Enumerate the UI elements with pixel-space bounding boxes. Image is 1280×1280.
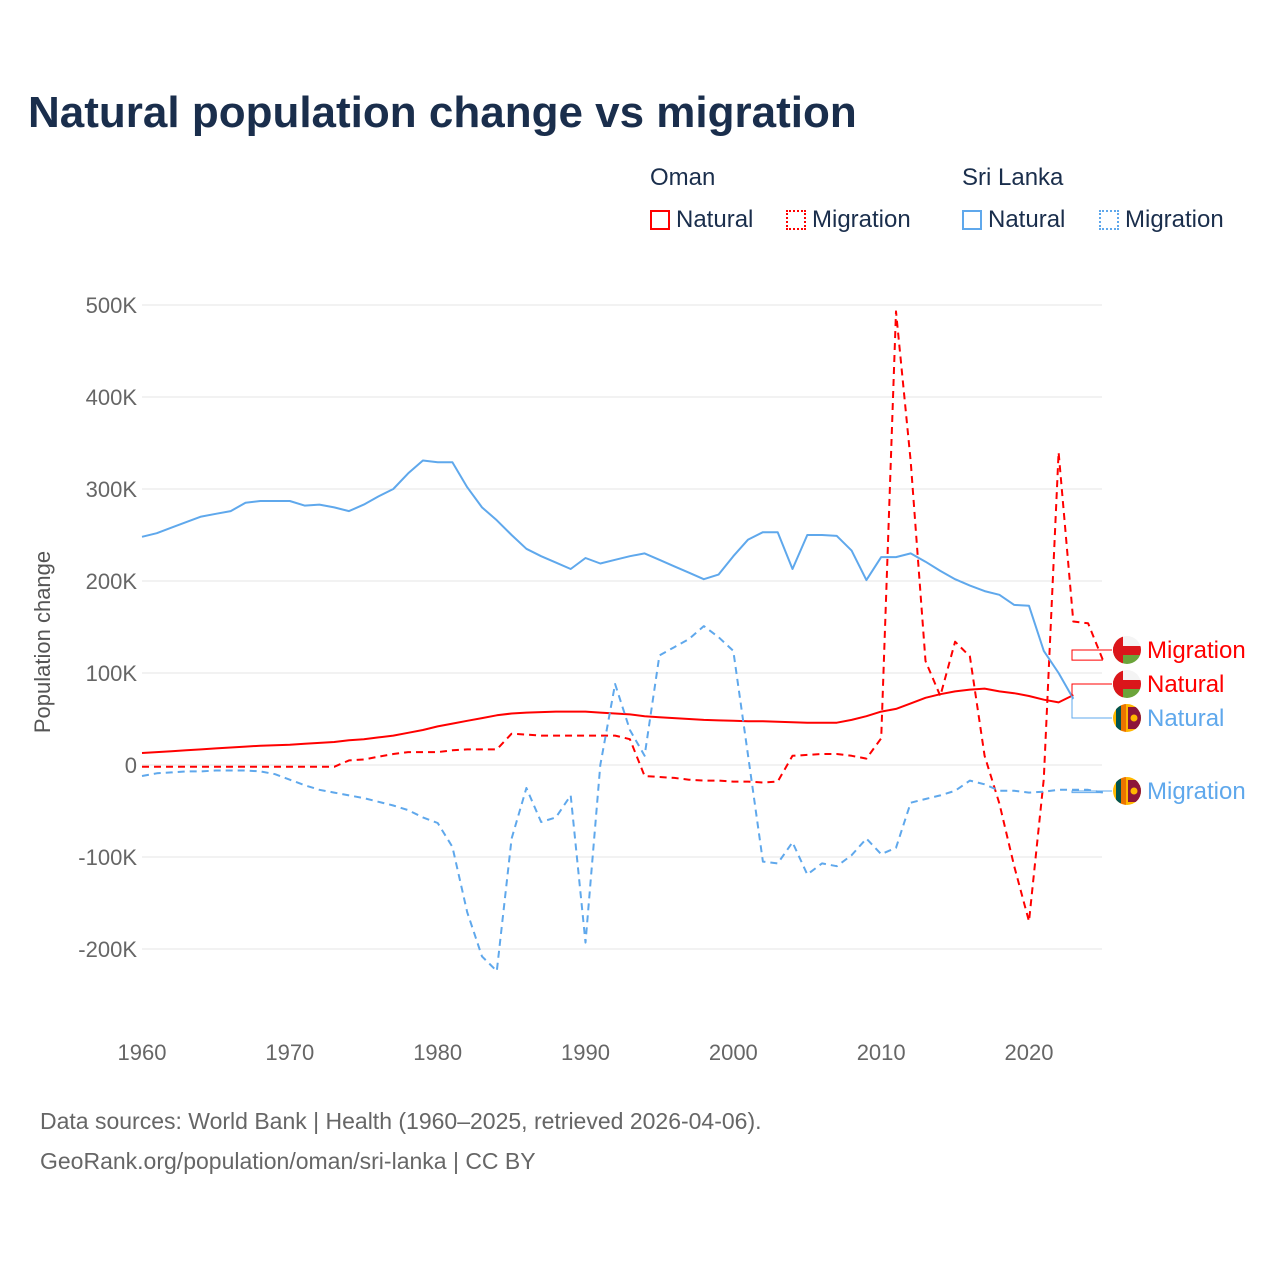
end-label: Migration [1147, 637, 1246, 664]
end-label-connector [1071, 649, 1112, 661]
y-axis-label: Population change [30, 551, 55, 733]
series-line-oman-natural [141, 687, 1074, 754]
end-label-connector [1071, 683, 1112, 696]
x-tick-label: 1990 [561, 1040, 610, 1065]
legend-sri-lanka-migration[interactable]: Migration [1099, 206, 1224, 234]
end-label: Migration [1147, 778, 1246, 805]
y-tick-label: -200K [78, 937, 137, 962]
series-line-sri-lanka-migration [141, 625, 1104, 973]
dotted-swatch-icon [1099, 210, 1119, 230]
legend-oman-natural[interactable]: Natural [650, 206, 753, 234]
sri-lanka-flag-icon [1113, 704, 1141, 732]
x-tick-label: 2020 [1005, 1040, 1054, 1065]
oman-flag-icon [1113, 670, 1141, 698]
end-label: Natural [1147, 671, 1224, 698]
end-label: Natural [1147, 705, 1224, 732]
oman-flag-icon [1113, 636, 1141, 664]
x-tick-label: 1960 [118, 1040, 167, 1065]
chart-title: Natural population change vs migration [28, 88, 857, 137]
end-label-connector [1071, 698, 1112, 719]
solid-swatch-icon [962, 210, 982, 230]
y-tick-label: 100K [86, 661, 138, 686]
legend-label: Natural [988, 206, 1066, 233]
x-tick-label: 1970 [265, 1040, 314, 1065]
series-line-sri-lanka-natural [141, 459, 1075, 700]
dotted-swatch-icon [786, 210, 806, 230]
x-tick-label: 1980 [413, 1040, 462, 1065]
legend-group-oman: Oman [650, 164, 716, 191]
legend-label: Migration [1125, 206, 1224, 233]
y-tick-label: 300K [86, 477, 138, 502]
footer-credit: GeoRank.org/population/oman/sri-lanka | … [40, 1148, 536, 1174]
y-tick-label: -100K [78, 845, 137, 870]
x-tick-label: 2010 [857, 1040, 906, 1065]
legend-group-sri-lanka: Sri Lanka [962, 164, 1064, 191]
legend-label: Natural [676, 206, 754, 233]
legend-oman-migration[interactable]: Migration [786, 206, 911, 234]
series-line-oman-migration [142, 310, 1104, 923]
y-tick-label: 400K [86, 385, 138, 410]
y-tick-label: 200K [86, 569, 138, 594]
footer-sources: Data sources: World Bank | Health (1960–… [40, 1108, 762, 1134]
legend-label: Migration [812, 206, 911, 233]
solid-swatch-icon [650, 210, 670, 230]
y-tick-label: 0 [125, 753, 137, 778]
legend-sri-lanka-natural[interactable]: Natural [962, 206, 1065, 234]
sri-lanka-flag-icon [1113, 777, 1141, 805]
x-tick-label: 2000 [709, 1040, 758, 1065]
end-label-connector [1071, 790, 1112, 794]
y-tick-label: 500K [86, 293, 138, 318]
